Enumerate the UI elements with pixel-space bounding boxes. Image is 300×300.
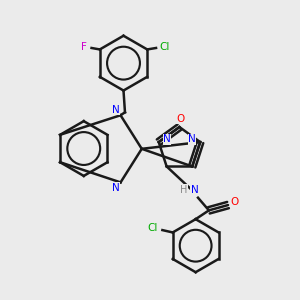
Text: N: N [188,134,196,144]
Text: O: O [177,114,185,124]
Text: Cl: Cl [160,41,170,52]
Text: F: F [81,41,87,52]
Text: N: N [112,183,120,193]
Text: N: N [112,105,120,115]
Text: Cl: Cl [148,223,158,233]
Text: O: O [230,197,238,207]
Text: N: N [191,185,199,195]
Text: N: N [163,134,171,144]
Text: H: H [181,185,188,195]
